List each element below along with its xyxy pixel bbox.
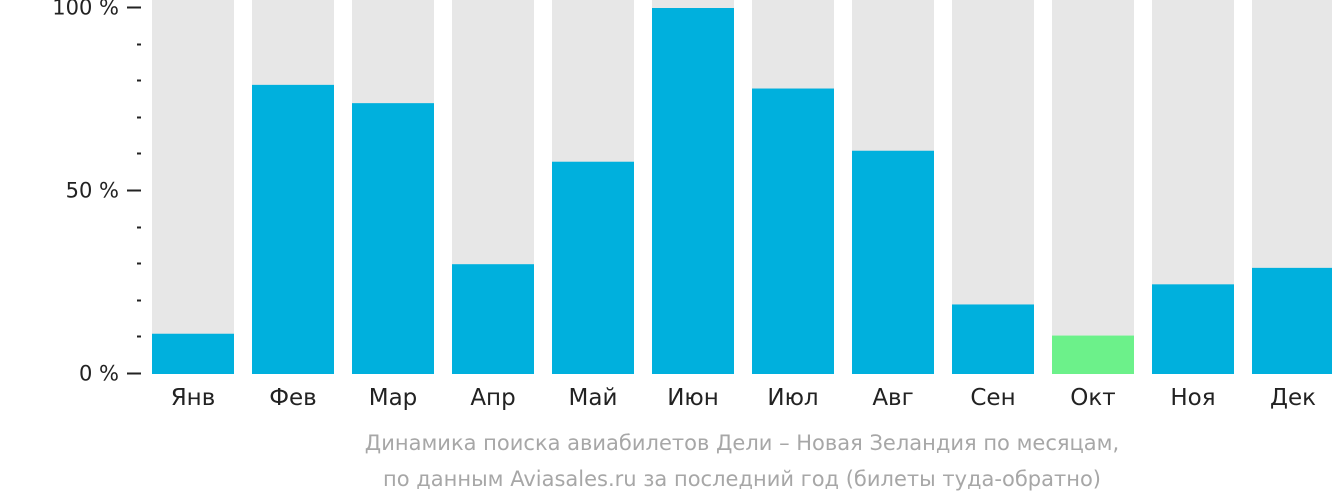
bar bbox=[552, 161, 634, 374]
bar bbox=[852, 150, 934, 374]
bar-chart: 0 % 50 % 100 % Янв Фев Мар Апр Май Июн Июл Авг Сен О… bbox=[52, 0, 1332, 411]
x-tick-label: Мар bbox=[369, 385, 418, 411]
bar bbox=[252, 84, 334, 375]
bar-track bbox=[1052, 0, 1134, 374]
x-tick-label: Дек bbox=[1270, 385, 1316, 411]
y-tick-label: 100 % bbox=[52, 0, 119, 20]
chart-caption-line-1: Динамика поиска авиабилетов Дели – Новая… bbox=[364, 431, 1120, 455]
x-tick-label: Май bbox=[569, 385, 618, 411]
bar bbox=[352, 103, 434, 374]
chart-caption-line-2: по данным Aviasales.ru за последний год … bbox=[383, 467, 1101, 491]
bar bbox=[752, 88, 834, 375]
bar bbox=[1252, 267, 1332, 374]
bar bbox=[652, 8, 734, 374]
x-tick-label: Окт bbox=[1070, 385, 1115, 411]
bar bbox=[1052, 335, 1134, 374]
bar bbox=[1152, 284, 1234, 374]
y-tick-label: 50 % bbox=[66, 179, 119, 203]
x-tick-label: Июл bbox=[767, 385, 818, 411]
bar-track bbox=[152, 0, 234, 374]
bar bbox=[152, 333, 234, 374]
x-tick-label: Фев bbox=[269, 385, 317, 411]
y-tick-label: 0 % bbox=[79, 362, 119, 386]
x-tick-label: Апр bbox=[470, 385, 515, 411]
x-tick-label: Июн bbox=[667, 385, 719, 411]
x-tick-label: Янв bbox=[171, 385, 216, 411]
x-tick-label: Сен bbox=[970, 385, 1015, 411]
x-tick-label: Ноя bbox=[1170, 385, 1215, 411]
x-tick-label: Авг bbox=[872, 385, 913, 411]
bar bbox=[952, 304, 1034, 374]
bar bbox=[452, 264, 534, 374]
